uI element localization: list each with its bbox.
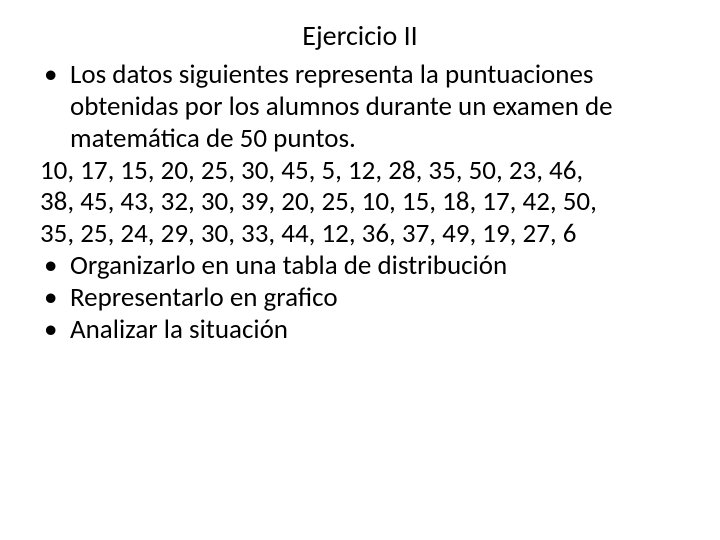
bullet-task-1: • Organizarlo en una tabla de distribuci…	[40, 250, 680, 282]
data-line-2: 38, 45, 43, 32, 30, 39, 20, 25, 10, 15, …	[40, 186, 680, 218]
bullet-intro-text: Los datos siguientes representa la puntu…	[70, 59, 680, 155]
bullet-marker-icon: •	[40, 282, 70, 314]
bullet-task-2: • Representarlo en grafico	[40, 282, 680, 314]
slide-content: • Los datos siguientes representa la pun…	[40, 59, 680, 346]
slide-title: Ejercicio II	[40, 18, 680, 53]
bullet-marker-icon: •	[40, 314, 70, 346]
bullet-task-3: • Analizar la situación	[40, 314, 680, 346]
data-line-1: 10, 17, 15, 20, 25, 30, 45, 5, 12, 28, 3…	[40, 155, 680, 187]
bullet-task-1-text: Organizarlo en una tabla de distribución	[70, 250, 680, 282]
bullet-task-3-text: Analizar la situación	[70, 314, 680, 346]
data-line-3: 35, 25, 24, 29, 30, 33, 44, 12, 36, 37, …	[40, 218, 680, 250]
bullet-marker-icon: •	[40, 59, 70, 91]
bullet-task-2-text: Representarlo en grafico	[70, 282, 680, 314]
bullet-marker-icon: •	[40, 250, 70, 282]
bullet-intro: • Los datos siguientes representa la pun…	[40, 59, 680, 155]
